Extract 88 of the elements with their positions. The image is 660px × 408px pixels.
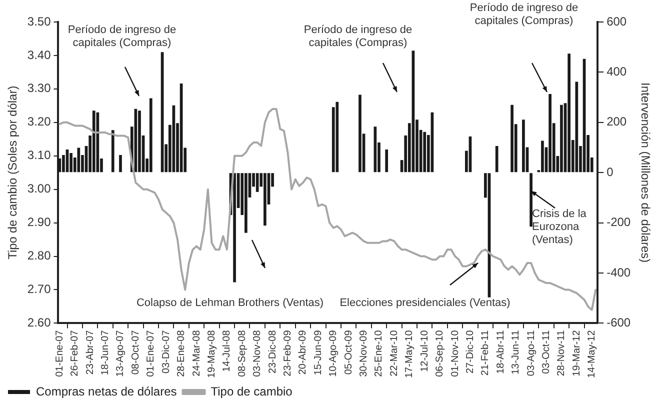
annotation: Período de ingreso de capitales (Compras) <box>468 2 580 28</box>
y-tick-label: 3.10 <box>27 148 52 162</box>
bar <box>138 110 141 172</box>
bar <box>541 140 544 172</box>
x-tick-label: 13-Ago-07 <box>115 330 126 377</box>
y-tick-label: 2.60 <box>27 316 52 330</box>
bar <box>111 130 114 172</box>
annotation: Período de ingreso de capitales (Compras) <box>66 24 178 50</box>
y-tick-label: 3.50 <box>27 14 52 28</box>
annotation: Colapso de Lehman Brothers (Ventas) <box>135 297 325 310</box>
bar <box>92 110 96 172</box>
x-tick-label: 28-Ene-08 <box>176 330 188 377</box>
legend-label: Tipo de cambio <box>210 384 293 398</box>
x-tick-label: 24-Mar-08 <box>191 330 202 376</box>
bar <box>575 82 578 172</box>
y-tick-label: 3.30 <box>27 81 52 96</box>
x-tick-label: 18-Abr-11 <box>495 330 506 374</box>
bar <box>70 153 72 172</box>
bar <box>256 173 259 192</box>
y2-tick-label: -600 <box>606 316 631 330</box>
bar <box>149 98 152 172</box>
y2-tick-label: 600 <box>606 14 627 28</box>
y-tick-label: 3.40 <box>27 48 52 62</box>
x-tick-label: 23-Dic-08 <box>267 330 278 374</box>
x-tick-label: 03-Oct-11 <box>541 330 552 374</box>
x-tick-label: 10-Ago-09 <box>328 330 340 377</box>
y-tick-label: 2.90 <box>27 215 52 230</box>
x-tick-label: 18-Jun-07 <box>100 330 112 376</box>
bar <box>244 173 248 233</box>
bar <box>560 104 563 172</box>
y2-tick-label: 400 <box>606 64 627 79</box>
x-tick-label: 15-Jun-09 <box>312 330 324 376</box>
x-tick-label: 26-Feb-07 <box>70 330 81 376</box>
bar <box>336 102 339 172</box>
x-tick-label: 20-Abr-09 <box>298 330 309 375</box>
y2-tick-label: -400 <box>606 265 631 280</box>
bar <box>495 146 498 172</box>
bar <box>548 94 552 172</box>
bar <box>96 112 100 172</box>
x-tick-label: 14-Jul-08 <box>222 330 233 372</box>
bar <box>530 173 532 227</box>
y-tick-label: 2.70 <box>27 282 52 296</box>
x-tick-label: 23-Abr-07 <box>84 330 96 375</box>
bar <box>423 132 426 172</box>
y-axis-title: Tipo de cambio (Soles por dólar) <box>6 86 20 260</box>
x-tick-label: 01-Ene-07 <box>146 330 157 377</box>
bar <box>522 120 525 172</box>
x-tick-label: 12-Jul-10 <box>419 330 430 372</box>
y2-tick-label: -200 <box>606 215 631 230</box>
bar <box>119 155 122 172</box>
bar <box>385 150 388 172</box>
x-tick-label: 05-Oct-09 <box>343 330 354 375</box>
annotation: Elecciones presidenciales (Ventas) <box>338 297 512 310</box>
x-tick-label: 14-May-12 <box>586 330 598 378</box>
x-tick-label: 27-Dic-10 <box>464 330 476 374</box>
bar <box>77 148 80 172</box>
bar <box>568 54 570 172</box>
annotation: Crisis de la Eurozona (Ventas) <box>532 208 588 247</box>
x-tick-label: 23-Feb-09 <box>282 330 294 376</box>
x-tick-label: 03-Ago-11 <box>526 330 537 376</box>
x-tick-label: 01-Nov-10 <box>450 330 461 377</box>
legend-label: Compras netas de dólares <box>36 384 177 398</box>
y2-axis-title: Intervención (Millones de dólares) <box>638 82 652 263</box>
y-tick-label: 3.00 <box>27 182 52 196</box>
bar <box>264 173 266 226</box>
x-tick-label: 01-Ene-07 <box>54 330 66 377</box>
x-tick-label: 03-Nov-08 <box>252 330 264 377</box>
x-tick-label: 06-Sep-10 <box>434 330 446 377</box>
x-tick-label: 22-Mar-10 <box>388 330 400 376</box>
x-tick-label: 21-Feb-11 <box>480 330 492 376</box>
y-tick-label: 2.80 <box>27 248 52 263</box>
x-tick-label: 19-Mar-12 <box>571 330 582 376</box>
annotation: Período de ingreso de capitales (Compras) <box>302 24 414 50</box>
bar <box>233 173 236 282</box>
x-tick-label: 08-Oct-07 <box>130 330 142 375</box>
x-tick-label: 08-Sep-08 <box>236 330 248 377</box>
y-tick-label: 3.20 <box>27 114 52 129</box>
y2-tick-label: 0 <box>606 164 614 179</box>
x-tick-label: 17-May-10 <box>404 330 416 378</box>
bar <box>510 104 514 172</box>
x-tick-label: 19-May-08 <box>206 330 218 378</box>
x-tick-label: 28-Nov-11 <box>556 330 568 376</box>
x-tick-label: 30-Nov-09 <box>358 330 370 377</box>
bar <box>358 94 362 172</box>
y2-tick-label: 200 <box>606 114 627 129</box>
x-tick-label: 03-Dic-07 <box>160 330 172 374</box>
x-tick-label: 25-Ene-10 <box>374 330 385 377</box>
x-tick-label: 13-Jun-11 <box>510 330 522 374</box>
